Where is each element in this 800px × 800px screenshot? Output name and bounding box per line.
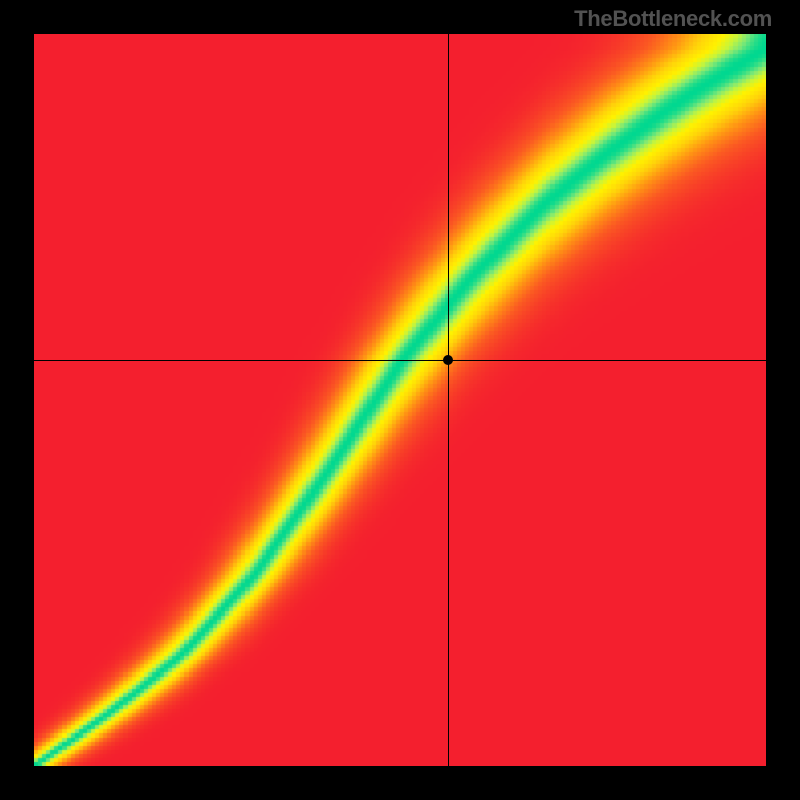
chart-container: TheBottleneck.com [0, 0, 800, 800]
plot-area [34, 34, 766, 766]
crosshair-horizontal [34, 360, 766, 361]
crosshair-vertical [448, 34, 449, 766]
crosshair-marker [443, 355, 453, 365]
heatmap-canvas [34, 34, 766, 766]
watermark-text: TheBottleneck.com [574, 6, 772, 32]
